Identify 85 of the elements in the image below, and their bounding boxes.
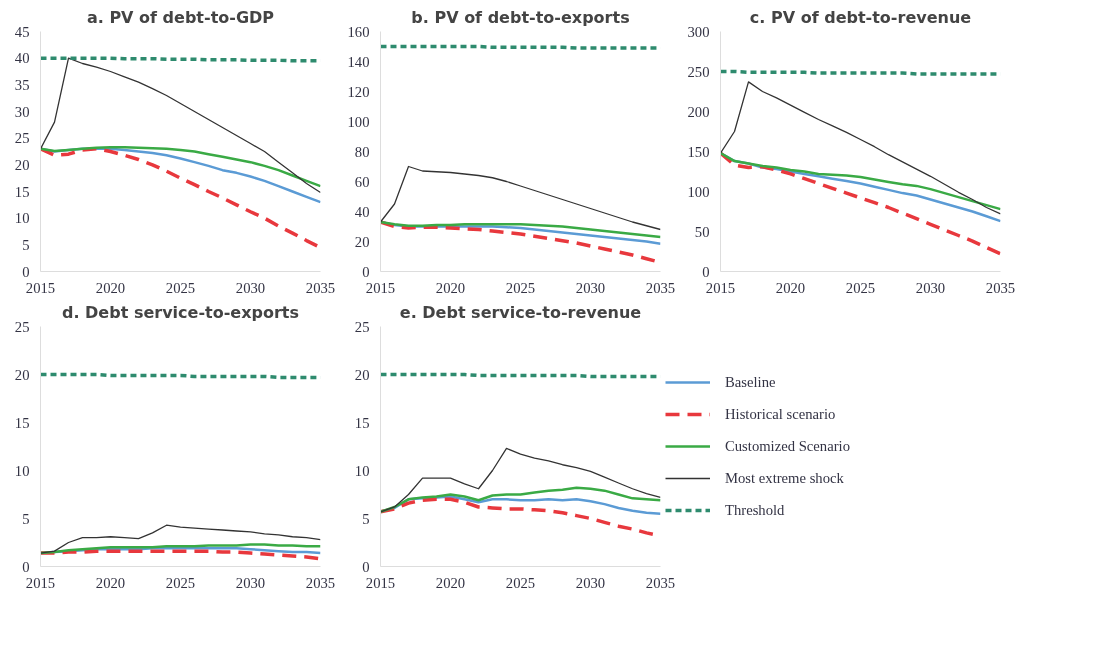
y-tick-label: 20 (354, 233, 370, 250)
chart-title: e. Debt service-to-revenue (399, 302, 642, 322)
line-series (40, 543, 321, 555)
line-series (40, 145, 321, 188)
line-series (380, 220, 661, 239)
y-tick-label: 5 (362, 510, 370, 527)
x-tick-label: 2035 (305, 574, 336, 591)
y-tick-label: 200 (687, 103, 710, 120)
y-tick-label: 20 (14, 156, 30, 173)
y-tick-label: 5 (22, 510, 30, 527)
y-tick-label: 25 (354, 318, 370, 335)
line-series (40, 524, 321, 554)
line-series (380, 165, 661, 231)
y-tick-label: 100 (687, 183, 710, 200)
x-tick-label: 2020 (95, 279, 126, 296)
y-tick-label: 25 (14, 130, 30, 147)
x-tick-label: 2025 (505, 574, 536, 591)
y-tick-label: 250 (687, 63, 710, 80)
y-tick-label: 10 (354, 462, 370, 479)
chart-title: a. PV of debt-to-GDP (86, 7, 275, 27)
line-series (380, 486, 661, 514)
x-tick-label: 2025 (165, 279, 196, 296)
y-tick-label: 15 (14, 414, 30, 431)
y-tick-label: 35 (14, 76, 30, 93)
y-tick-label: 25 (14, 318, 30, 335)
x-tick-label: 2015 (25, 574, 56, 591)
x-tick-label: 2030 (915, 279, 946, 296)
x-tick-label: 2030 (575, 279, 606, 296)
y-tick-label: 60 (354, 173, 370, 190)
y-tick-label: 15 (354, 414, 370, 431)
y-tick-label: 100 (347, 113, 370, 130)
y-tick-label: 45 (14, 23, 30, 40)
x-tick-label: 2025 (845, 279, 876, 296)
x-tick-label: 2015 (25, 279, 56, 296)
y-tick-label: 0 (362, 558, 370, 575)
x-tick-label: 2035 (985, 279, 1016, 296)
y-tick-label: 0 (22, 263, 30, 280)
line-series (40, 147, 321, 250)
legend-label: Threshold (725, 501, 785, 519)
y-tick-label: 30 (14, 103, 30, 120)
legend-label: Customized Scenario (725, 437, 850, 455)
chart-title: d. Debt service-to-exports (61, 302, 300, 322)
y-tick-label: 0 (22, 558, 30, 575)
y-tick-label: 140 (347, 53, 370, 70)
legend-label: Most extreme shock (725, 469, 844, 487)
y-tick-label: 5 (22, 236, 30, 253)
x-tick-label: 2035 (645, 279, 676, 296)
x-tick-label: 2035 (305, 279, 336, 296)
chart-title: b. PV of debt-to-exports (411, 7, 630, 27)
y-tick-label: 150 (687, 143, 710, 160)
y-tick-label: 120 (347, 83, 370, 100)
x-tick-label: 2030 (235, 574, 266, 591)
x-tick-label: 2020 (435, 574, 466, 591)
x-tick-label: 2020 (435, 279, 466, 296)
x-tick-label: 2020 (775, 279, 806, 296)
x-tick-label: 2015 (365, 574, 396, 591)
x-tick-label: 2025 (165, 574, 196, 591)
y-tick-label: 20 (354, 366, 370, 383)
x-tick-label: 2020 (95, 574, 126, 591)
y-tick-label: 300 (687, 23, 710, 40)
y-tick-label: 10 (14, 210, 30, 227)
line-series (40, 57, 321, 194)
y-tick-label: 15 (14, 183, 30, 200)
y-tick-label: 10 (14, 462, 30, 479)
x-tick-label: 2030 (575, 574, 606, 591)
line-series (40, 549, 321, 561)
y-tick-label: 80 (354, 143, 370, 160)
x-tick-label: 2015 (365, 279, 396, 296)
x-tick-label: 2015 (705, 279, 736, 296)
y-tick-label: 160 (347, 23, 370, 40)
legend-label: Baseline (725, 373, 776, 391)
y-tick-label: 0 (362, 263, 370, 280)
y-tick-label: 0 (702, 263, 710, 280)
y-tick-label: 40 (354, 203, 370, 220)
y-tick-label: 20 (14, 366, 30, 383)
y-tick-label: 40 (14, 50, 30, 67)
y-tick-label: 50 (694, 223, 710, 240)
line-series (720, 151, 1001, 211)
chart-title: c. PV of debt-to-revenue (749, 7, 972, 27)
line-series (720, 81, 1001, 215)
x-tick-label: 2025 (505, 279, 536, 296)
line-series (380, 447, 661, 513)
x-tick-label: 2030 (235, 279, 266, 296)
legend-label: Historical scenario (725, 405, 836, 423)
x-tick-label: 2035 (645, 574, 676, 591)
